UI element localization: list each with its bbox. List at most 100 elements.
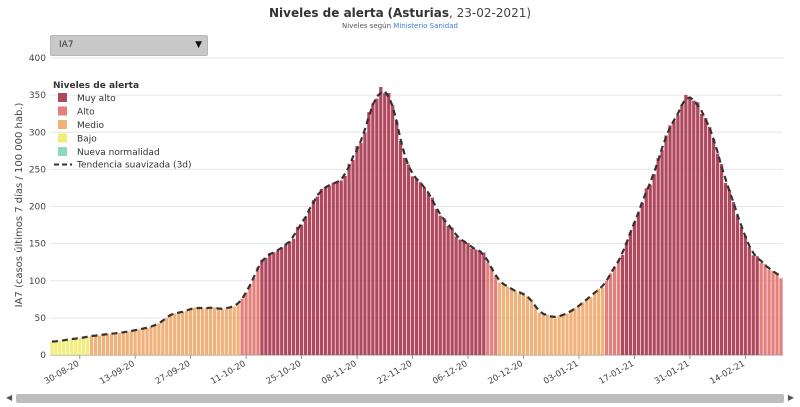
bar[interactable]: [268, 252, 272, 355]
legend-label[interactable]: Nueva normalidad: [77, 148, 160, 158]
bar[interactable]: [735, 215, 740, 355]
bar[interactable]: [311, 200, 316, 355]
bar[interactable]: [672, 120, 676, 355]
bar[interactable]: [652, 174, 656, 355]
bar[interactable]: [291, 238, 296, 355]
bar[interactable]: [165, 317, 169, 355]
bar[interactable]: [501, 283, 506, 355]
bar[interactable]: [307, 210, 312, 355]
bar[interactable]: [620, 255, 625, 355]
bar[interactable]: [272, 252, 276, 355]
bar[interactable]: [196, 307, 201, 355]
bar[interactable]: [260, 259, 264, 355]
bar[interactable]: [276, 251, 280, 355]
bar[interactable]: [561, 315, 565, 355]
bar[interactable]: [93, 335, 98, 355]
bar[interactable]: [688, 96, 692, 355]
bar[interactable]: [351, 159, 355, 355]
horizontal-scrollbar[interactable]: ◀ ▶: [6, 393, 794, 403]
bar[interactable]: [153, 325, 157, 355]
bar[interactable]: [117, 332, 121, 355]
bar[interactable]: [462, 241, 466, 355]
bar[interactable]: [680, 104, 684, 355]
bar[interactable]: [747, 247, 751, 355]
bar[interactable]: [474, 249, 478, 355]
bar[interactable]: [363, 132, 367, 355]
bar[interactable]: [66, 339, 70, 355]
bar[interactable]: [581, 302, 585, 355]
bar[interactable]: [715, 153, 720, 355]
bar[interactable]: [387, 93, 391, 356]
bar[interactable]: [612, 267, 617, 355]
bar[interactable]: [434, 209, 438, 355]
bar[interactable]: [696, 102, 700, 356]
bar[interactable]: [248, 285, 252, 355]
bar[interactable]: [430, 197, 434, 355]
bar[interactable]: [438, 215, 442, 355]
bar[interactable]: [577, 306, 581, 355]
bar[interactable]: [303, 216, 308, 355]
bar[interactable]: [391, 105, 395, 355]
bar[interactable]: [58, 340, 62, 355]
bar[interactable]: [50, 341, 54, 355]
bar[interactable]: [521, 292, 526, 355]
bar[interactable]: [418, 182, 423, 355]
bar[interactable]: [208, 307, 213, 355]
bar[interactable]: [442, 218, 446, 355]
bar[interactable]: [145, 327, 149, 355]
bar[interactable]: [545, 314, 549, 355]
bar[interactable]: [779, 278, 783, 355]
bar[interactable]: [252, 277, 256, 355]
bar[interactable]: [454, 236, 458, 355]
bar[interactable]: [188, 308, 193, 355]
bar[interactable]: [335, 182, 339, 355]
bar[interactable]: [359, 143, 363, 355]
bar[interactable]: [458, 239, 462, 355]
legend-label[interactable]: Muy alto: [77, 94, 116, 104]
bar[interactable]: [125, 331, 129, 355]
bar[interactable]: [636, 213, 640, 355]
bar[interactable]: [608, 273, 613, 355]
bar[interactable]: [54, 340, 58, 355]
bar[interactable]: [204, 307, 209, 355]
scroll-left-icon[interactable]: ◀: [6, 393, 13, 402]
bar[interactable]: [648, 184, 652, 355]
bar[interactable]: [406, 164, 411, 355]
bar[interactable]: [616, 260, 621, 355]
bar[interactable]: [398, 141, 403, 355]
bar[interactable]: [759, 262, 763, 355]
bar[interactable]: [708, 126, 712, 356]
bar[interactable]: [410, 176, 415, 355]
bar[interactable]: [537, 312, 541, 355]
bar[interactable]: [565, 313, 569, 355]
bar[interactable]: [739, 226, 743, 355]
bar[interactable]: [426, 193, 430, 355]
bar[interactable]: [573, 308, 577, 355]
bar[interactable]: [105, 334, 110, 355]
bar[interactable]: [422, 187, 427, 355]
bar[interactable]: [684, 94, 688, 356]
bar[interactable]: [589, 297, 593, 355]
bar[interactable]: [533, 305, 537, 355]
bar[interactable]: [549, 316, 553, 355]
bar[interactable]: [692, 100, 696, 355]
bar[interactable]: [644, 188, 648, 355]
bar[interactable]: [379, 87, 383, 355]
scroll-right-icon[interactable]: ▶: [787, 393, 794, 402]
bar[interactable]: [711, 138, 716, 355]
bar[interactable]: [256, 266, 260, 355]
bar[interactable]: [727, 189, 732, 355]
bar[interactable]: [181, 311, 185, 355]
bar[interactable]: [101, 334, 106, 355]
bar[interactable]: [375, 98, 379, 356]
bar[interactable]: [323, 187, 327, 355]
bar[interactable]: [414, 178, 419, 355]
bar[interactable]: [704, 117, 708, 355]
bar[interactable]: [169, 313, 173, 355]
bar[interactable]: [569, 311, 573, 355]
bar[interactable]: [240, 298, 244, 355]
bar[interactable]: [78, 338, 82, 355]
bar[interactable]: [133, 330, 137, 355]
bar[interactable]: [85, 336, 90, 355]
legend-label[interactable]: Alto: [77, 108, 95, 118]
